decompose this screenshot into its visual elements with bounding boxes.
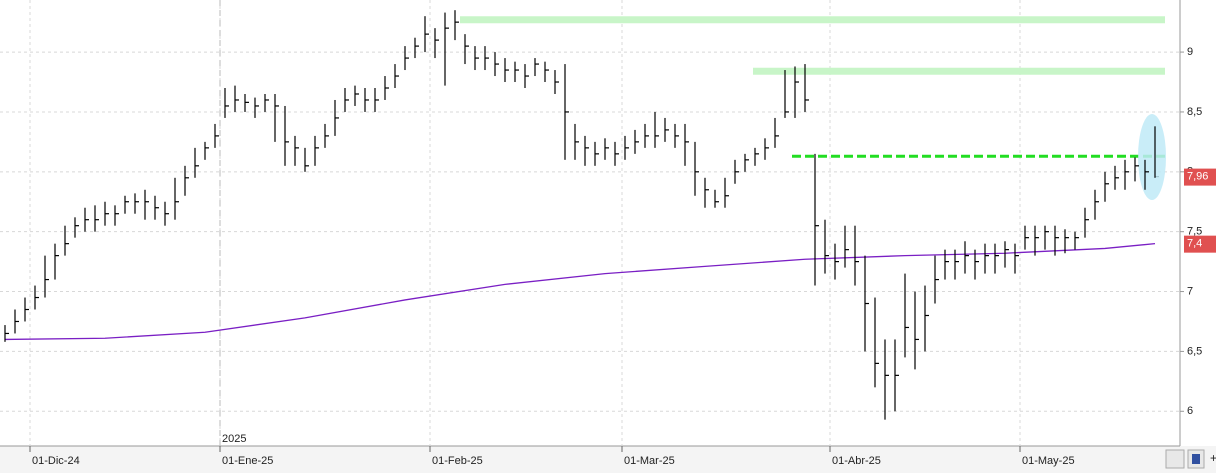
price-label: 7,96 [1187,171,1208,183]
x-tick-label: 01-Mar-25 [624,455,675,467]
more-button[interactable]: + [1210,451,1216,465]
highlight-ellipse [1138,114,1166,200]
price-label-box [1184,235,1216,253]
y-tick-label: 7 [1187,285,1193,297]
y-tick-label: 8,5 [1187,106,1202,118]
save-icon [1192,454,1200,464]
price-label: 7,4 [1187,238,1202,250]
zoom-button[interactable] [1165,449,1185,469]
x-tick-label: 01-Abr-25 [832,455,881,467]
price-label-box [1184,168,1216,186]
y-tick-label: 6 [1187,405,1193,417]
y-tick-label: 9 [1187,46,1193,58]
x-tick-label: 01-Feb-25 [432,455,483,467]
x-axis-band [0,446,1216,473]
x-tick-label: 01-Ene-25 [222,455,273,467]
year-label: 2025 [222,433,246,445]
y-tick-label: 6,5 [1187,345,1202,357]
y-tick-label: 7,5 [1187,226,1202,238]
x-tick-label: 01-Dic-24 [32,455,80,467]
x-tick-label: 01-May-25 [1022,455,1075,467]
